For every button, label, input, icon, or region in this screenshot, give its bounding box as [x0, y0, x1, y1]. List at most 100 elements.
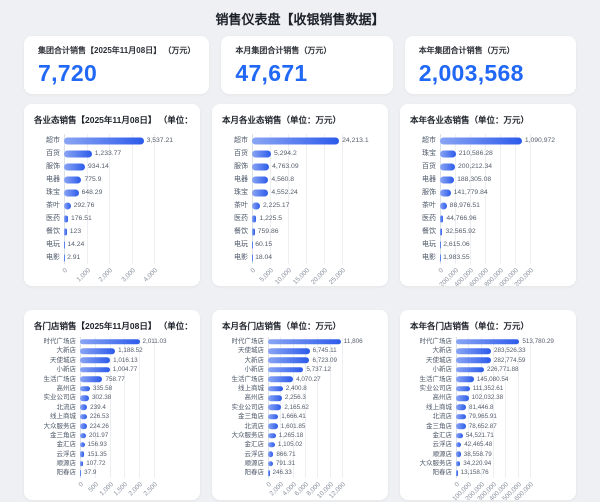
gridline — [324, 134, 325, 264]
bar-value: 54,521.71 — [465, 431, 494, 439]
bar-row: 1,983.55 — [440, 251, 530, 264]
bar-row: 1,225.5 — [252, 212, 342, 225]
bar — [80, 451, 85, 458]
x-axis-tick: 1,000 — [74, 267, 92, 284]
bar-value: 2,615.06 — [443, 241, 470, 248]
bar-value: 145,080.54 — [476, 375, 509, 383]
bar — [456, 442, 462, 448]
bar — [440, 176, 455, 183]
category-label: 小新店 — [244, 366, 265, 374]
gridline — [131, 134, 133, 264]
bar-value: 246.33 — [272, 469, 292, 477]
x-axis-tick: 2,000 — [127, 481, 145, 498]
gridline — [154, 337, 155, 478]
bar — [456, 376, 474, 382]
bar — [252, 137, 340, 144]
category-label: 医药 — [422, 215, 436, 222]
category-label: 大众服务店 — [43, 422, 77, 430]
category-label: 餐饮 — [422, 228, 436, 235]
bar-row: 2,011.03 — [80, 337, 167, 346]
bar — [64, 176, 82, 183]
bar — [252, 228, 255, 235]
bar — [440, 215, 444, 222]
bar-row: 513,780.29 — [456, 337, 554, 346]
gridline — [64, 134, 65, 264]
bar — [80, 432, 86, 439]
bar-value: 282,774.59 — [493, 356, 526, 364]
bar — [64, 150, 92, 157]
x-axis-tick: 3,000 — [119, 267, 137, 284]
bar-row: 282,774.59 — [456, 356, 530, 365]
plot-area: 24,213.1 5,294.2 4,763.09 4,560.8 4,552.24 2,… — [252, 134, 369, 264]
bar-value: 210,586.28 — [458, 150, 493, 157]
bar — [252, 254, 253, 261]
bar — [80, 348, 116, 354]
bar-value: 4,763.09 — [272, 163, 299, 170]
bar — [456, 404, 467, 411]
bar-row: 1,004.77 — [80, 365, 154, 374]
bar — [64, 215, 68, 222]
bar-row: 791.31 — [268, 459, 342, 468]
bar — [80, 442, 85, 448]
gridline — [440, 134, 441, 264]
bar-row: 13,158.76 — [456, 468, 530, 477]
category-label: 金三角店 — [50, 431, 76, 439]
bar — [268, 376, 294, 382]
bar-row: 4,560.8 — [252, 173, 342, 186]
category-label: 珠宝 — [422, 150, 436, 157]
business-format-charts-row: 各业态销售【2025年11月08日】 （单位：万元） 超市百货服饰电器珠宝茶叶医… — [0, 104, 600, 286]
bar-row: 24,213.1 — [252, 134, 369, 147]
bar-value: 14.24 — [67, 241, 85, 248]
bar-row: 79,965.91 — [456, 412, 530, 421]
gridline — [292, 337, 294, 478]
bar-value: 2,256.3 — [284, 394, 306, 402]
bar — [440, 163, 456, 170]
bar-value: 1,105.02 — [277, 441, 303, 449]
bar-row: 18.04 — [252, 251, 342, 264]
bar-row: 1,265.18 — [268, 431, 342, 440]
bar-row: 11,806 — [268, 337, 363, 346]
category-label: 茶叶 — [46, 202, 60, 209]
kpi-value: 7,720 — [38, 60, 98, 86]
bar-row: 759.86 — [252, 225, 342, 238]
bar-value: 1,666.41 — [281, 413, 306, 421]
category-label: 超市 — [46, 137, 60, 144]
bar-value: 111,352.61 — [472, 384, 504, 392]
bar-value: 4,070.27 — [296, 375, 321, 383]
category-label: 电玩 — [422, 241, 436, 248]
bar-row: 5,294.2 — [252, 147, 342, 160]
chart-title: 本月各业态销售（单位：万元） — [222, 115, 342, 125]
category-label: 北流店 — [432, 413, 453, 421]
gridline — [480, 337, 482, 478]
bar — [268, 357, 310, 364]
category-label: 金三角店 — [238, 413, 264, 421]
bar-value: 226,771.88 — [486, 366, 519, 374]
bar-value: 201.97 — [88, 431, 109, 439]
bar-value: 4,560.8 — [271, 176, 295, 183]
panel-month-by-format: 本月各业态销售（单位：万元） 超市 百货 服饰 电器 珠宝 茶叶 医药 餐饮 电玩 电影 24,21… — [212, 104, 388, 286]
bar-row: 141,779.84 — [440, 186, 530, 199]
bar — [64, 202, 71, 209]
bar-row: 5,737.12 — [268, 365, 342, 374]
bar — [252, 215, 257, 222]
bar-value: 24,213.1 — [342, 137, 369, 144]
bar-value: 5,294.2 — [274, 150, 297, 157]
category-label: 超市 — [422, 137, 436, 144]
category-label: 实业公司店 — [43, 394, 77, 402]
bar — [268, 367, 304, 373]
bar-row: 34,220.94 — [456, 459, 530, 468]
category-label: 百货 — [46, 150, 60, 157]
category-label: 金汇店 — [432, 431, 453, 439]
bar — [268, 451, 274, 458]
bar-row: 758.77 — [80, 375, 154, 384]
bar — [80, 395, 89, 401]
bar — [440, 228, 443, 235]
panel-daily-by-format: 各业态销售【2025年11月08日】 （单位：万元） 超市百货服饰电器珠宝茶叶医… — [24, 104, 200, 286]
category-label: 高州店 — [56, 384, 77, 392]
bar — [268, 423, 278, 429]
bar-value: 32,565.92 — [445, 228, 476, 235]
bar-row: 44,766.96 — [440, 212, 530, 225]
bar — [456, 432, 463, 439]
category-label: 大新店 — [432, 347, 453, 355]
category-label: 时代广场店 — [43, 338, 77, 345]
